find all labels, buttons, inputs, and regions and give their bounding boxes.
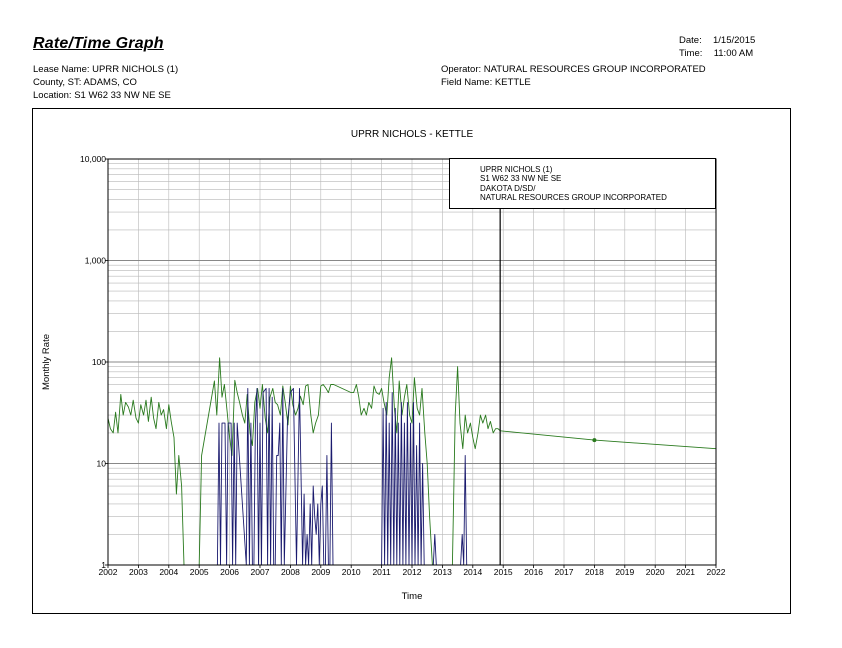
lease-info-block: Lease Name: UPRR NICHOLS (1) County, ST:…: [33, 63, 178, 102]
x-tick-label: 2008: [281, 567, 300, 577]
x-tick-label: 2012: [403, 567, 422, 577]
axes: 2002 2003 2004 2005 2006 2007 2008 2009 2010 2011…: [80, 154, 726, 577]
x-tick-label: 2015: [494, 567, 513, 577]
x-tick-label: 2009: [311, 567, 330, 577]
legend-line-well: UPRR NICHOLS (1): [480, 165, 553, 174]
x-tick-label: 2014: [463, 567, 482, 577]
x-tick-label: 2010: [342, 567, 361, 577]
x-tick-label: 2007: [251, 567, 270, 577]
x-tick-label: 2002: [99, 567, 118, 577]
field-name: Field Name: KETTLE: [441, 77, 531, 88]
date-label: Date:: [679, 35, 702, 46]
x-tick-label: 2006: [220, 567, 239, 577]
y-tick-label: 1: [101, 560, 106, 570]
well-info-legend: UPRR NICHOLS (1) S1 W62 33 NW NE SE DAKO…: [449, 158, 716, 209]
date-value: 1/15/2015: [713, 35, 756, 46]
x-tick-label: 2004: [159, 567, 178, 577]
x-tick-label: 2021: [676, 567, 695, 577]
time-value: 11:00 AM: [713, 48, 754, 59]
x-tick-label: 2019: [615, 567, 634, 577]
x-tick-label: 2003: [129, 567, 148, 577]
x-tick-label: 2018: [585, 567, 604, 577]
legend-line-location: S1 W62 33 NW NE SE: [480, 174, 562, 184]
y-axis-label: Monthly Rate: [41, 334, 52, 390]
x-tick-label: 2020: [646, 567, 665, 577]
x-tick-label: 2013: [433, 567, 452, 577]
report-title: Rate/Time Graph: [33, 35, 164, 52]
series-line-1: [107, 357, 501, 566]
y-tick-label: 10: [97, 459, 107, 469]
location: Location: S1 W62 33 NW NE SE: [33, 90, 171, 101]
x-tick-label: 2005: [190, 567, 209, 577]
x-axis-label: Time: [402, 591, 423, 602]
grid-lines: [108, 159, 716, 565]
y-tick-label: 100: [92, 357, 106, 367]
date-time-block: Date: 1/15/2015 Time: 11:00 AM: [679, 34, 755, 60]
lease-name: Lease Name: UPRR NICHOLS (1): [33, 64, 179, 75]
chart-frame: [32, 108, 791, 614]
x-tick-label: 2017: [555, 567, 574, 577]
x-tick-label: 2022: [707, 567, 726, 577]
y-tick-label: 1,000: [85, 256, 107, 266]
forecast-point-marker: [592, 438, 597, 443]
time-label: Time:: [679, 48, 703, 59]
chart-title: UPRR NICHOLS - KETTLE: [351, 129, 474, 140]
county-state: County, ST: ADAMS, CO: [33, 77, 137, 88]
x-tick-label: 2011: [372, 567, 391, 577]
operator-info-block: Operator: NATURAL RESOURCES GROUP INCORP…: [441, 63, 706, 89]
legend-line-formation: DAKOTA D/SD/: [480, 183, 536, 193]
y-tick-label: 10,000: [80, 154, 106, 164]
x-tick-label: 2016: [524, 567, 543, 577]
series-line-3: [500, 430, 717, 450]
legend-line-operator: NATURAL RESOURCES GROUP INCORPORATED: [480, 193, 667, 203]
operator-name: Operator: NATURAL RESOURCES GROUP INCORP…: [441, 64, 706, 75]
